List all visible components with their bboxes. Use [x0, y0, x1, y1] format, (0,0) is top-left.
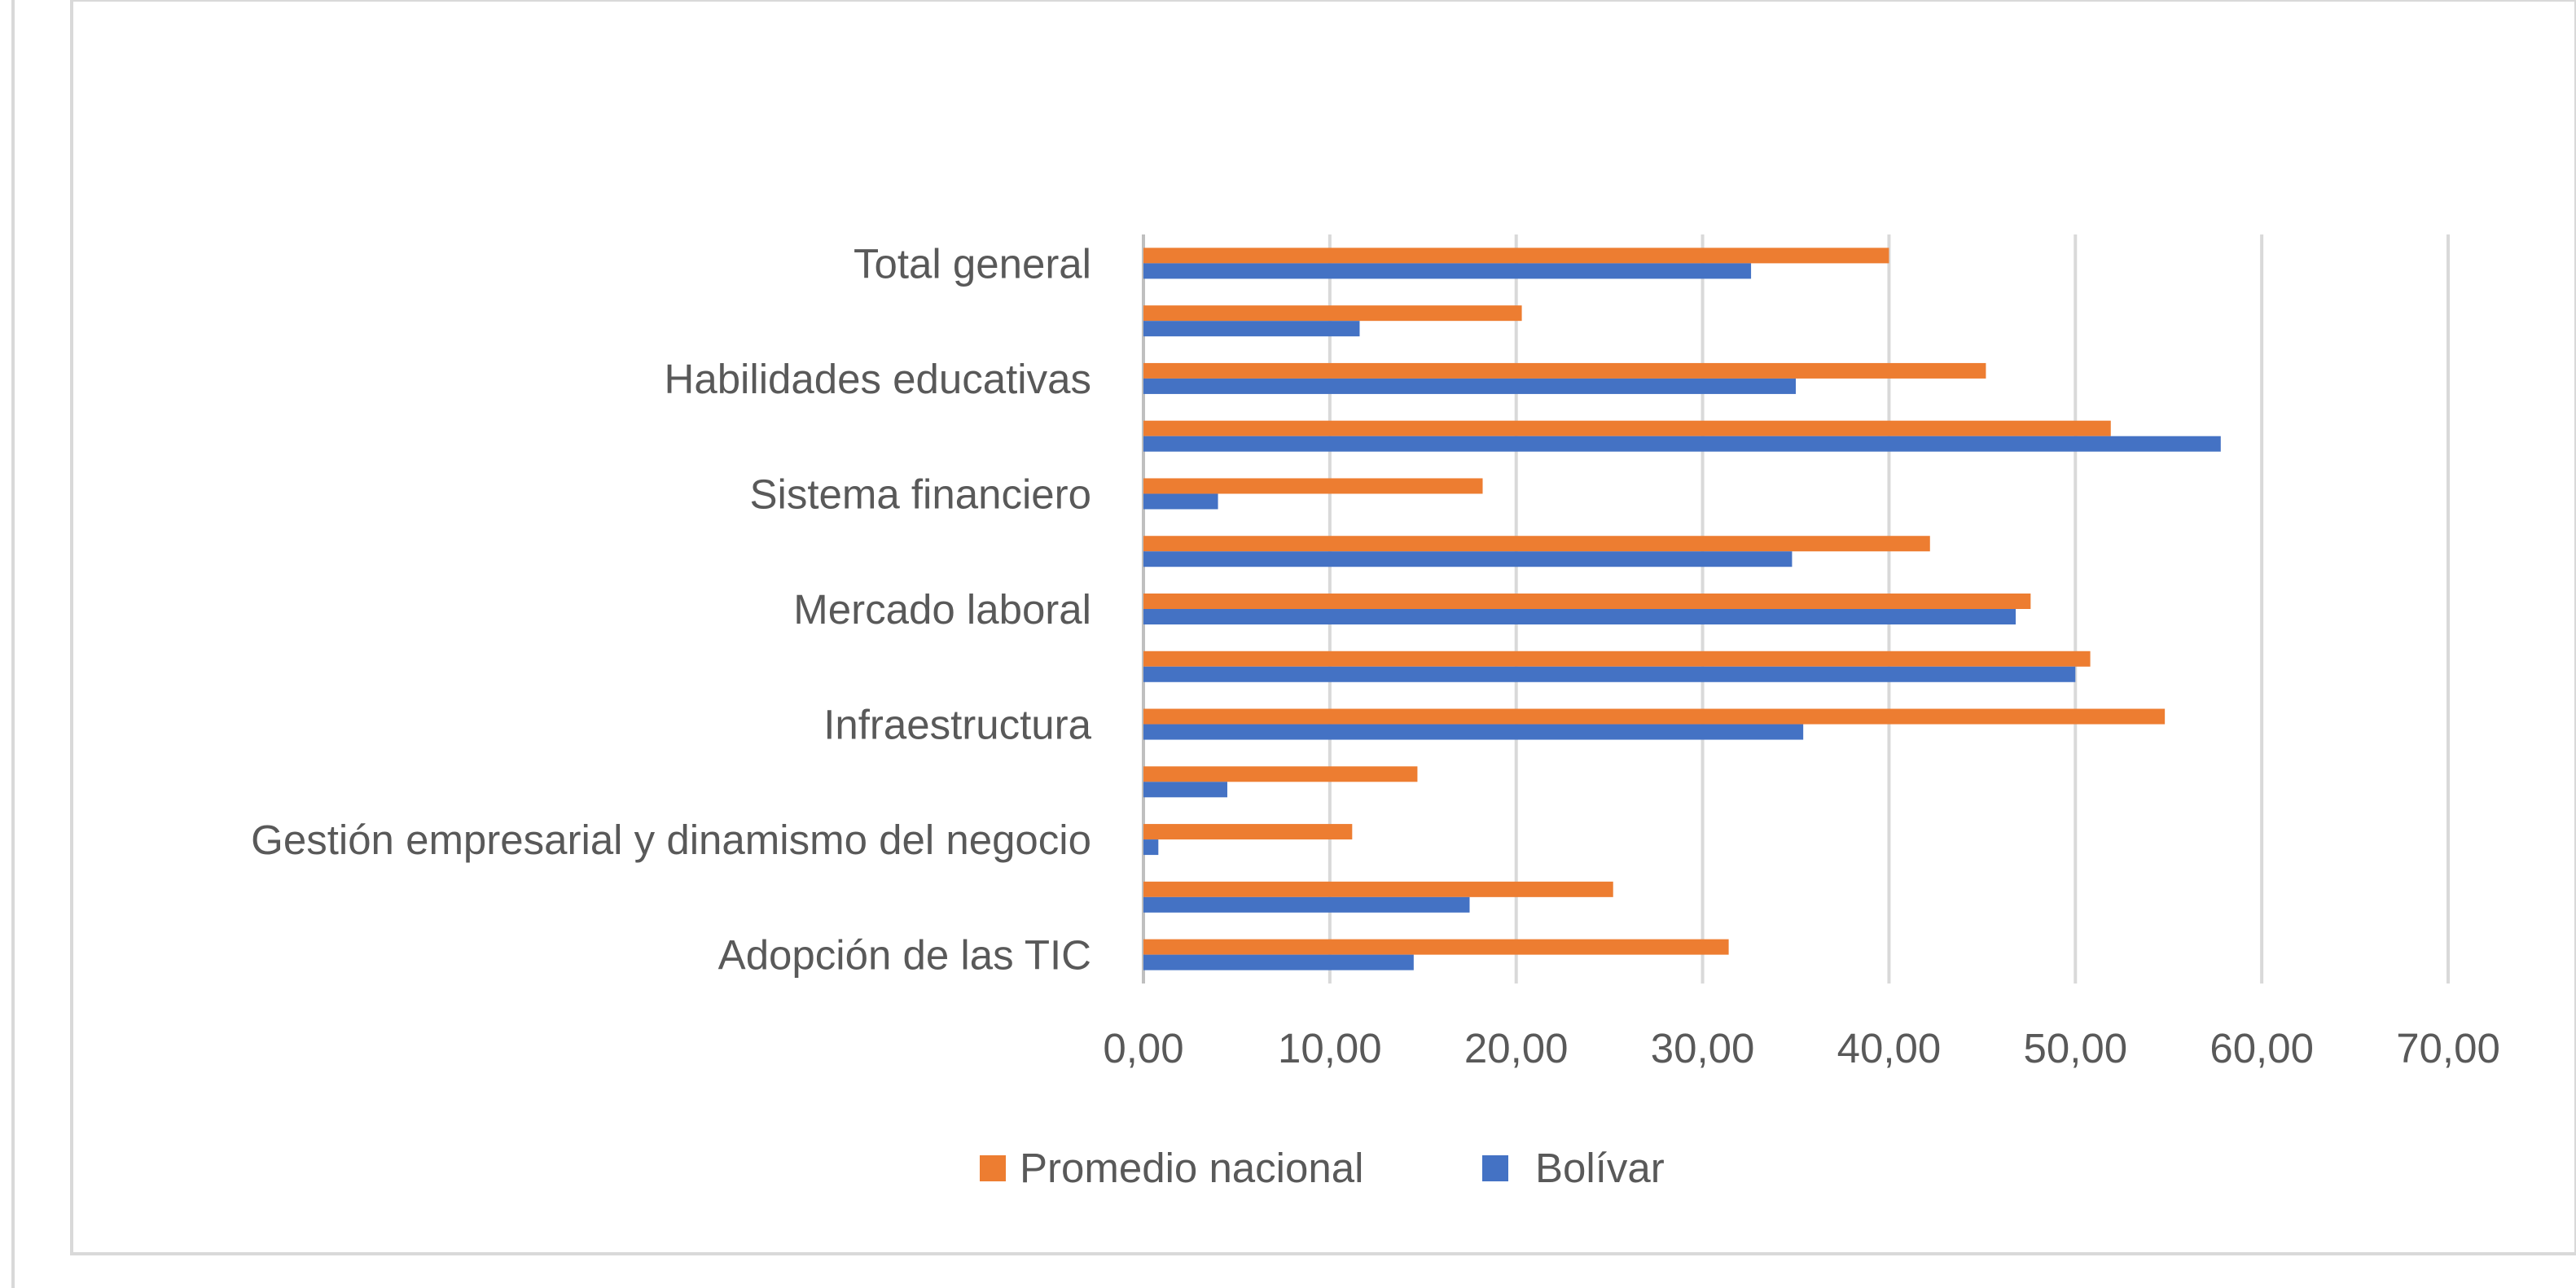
- chart-frame: [70, 0, 2576, 1255]
- bar-bolivar: [1143, 493, 1218, 510]
- legend-swatch-promedio-nacional: [980, 1155, 1006, 1181]
- x-tick-label: 10,00: [1278, 1025, 1382, 1071]
- bar-bolivar: [1143, 263, 1752, 279]
- x-tick-label: 50,00: [2023, 1025, 2127, 1071]
- bar-promedio-nacional: [1143, 881, 1613, 897]
- category-label: Sistema financiero: [749, 471, 1091, 517]
- bar-bolivar: [1143, 782, 1227, 798]
- bar-bolivar: [1143, 896, 1470, 913]
- bar-bolivar: [1143, 724, 1804, 740]
- x-tick-label: 70,00: [2396, 1025, 2500, 1071]
- category-label: Gestión empresarial y dinamismo del nego…: [251, 817, 1091, 863]
- legend-label-bolivar: Bolívar: [1535, 1145, 1665, 1191]
- bar-bolivar: [1143, 954, 1414, 970]
- bar-promedio-nacional: [1143, 478, 1483, 494]
- category-label: Habilidades educativas: [665, 356, 1092, 402]
- bar-promedio-nacional: [1143, 594, 2031, 609]
- x-tick-label: 30,00: [1651, 1025, 1755, 1071]
- bar-bolivar: [1143, 666, 2076, 682]
- x-tick-labels: 0,00 10,00 20,00 30,00 40,00 50,00 60,00 70,00: [1103, 1025, 2499, 1071]
- bar-bolivar: [1143, 378, 1796, 394]
- category-label: Total general: [854, 240, 1091, 287]
- bar-promedio-nacional: [1143, 362, 1986, 379]
- category-label: Adopción de las TIC: [718, 932, 1091, 979]
- bar-promedio-nacional: [1143, 766, 1418, 782]
- bar-bolivar: [1143, 839, 1159, 856]
- x-tick-label: 40,00: [1837, 1025, 1942, 1071]
- chart-left-edge: [11, 0, 15, 1288]
- legend: Promedio nacional Bolívar: [980, 1145, 1665, 1191]
- x-tick-label: 20,00: [1464, 1025, 1569, 1071]
- legend-label-promedio-nacional: Promedio nacional: [1020, 1145, 1363, 1191]
- bars: [1143, 248, 2221, 970]
- x-tick-label: 0,00: [1103, 1025, 1183, 1071]
- category-labels: Adopción de las TIC Gestión empresarial y…: [251, 240, 1091, 978]
- bar-bolivar: [1143, 436, 2221, 452]
- category-label: Mercado laboral: [793, 586, 1091, 633]
- bar-bolivar: [1143, 551, 1793, 567]
- category-label: Infraestructura: [823, 702, 1091, 748]
- bar-promedio-nacional: [1143, 305, 1522, 322]
- bar-promedio-nacional: [1143, 536, 1930, 552]
- bar-promedio-nacional: [1143, 248, 1889, 264]
- bar-promedio-nacional: [1143, 651, 2091, 667]
- legend-swatch-bolivar: [1482, 1155, 1508, 1181]
- bar-promedio-nacional: [1143, 708, 2166, 725]
- bar-promedio-nacional: [1143, 824, 1353, 840]
- bar-promedio-nacional: [1143, 420, 2111, 436]
- x-tick-label: 60,00: [2210, 1025, 2314, 1071]
- bar-bolivar: [1143, 609, 2016, 624]
- bar-promedio-nacional: [1143, 939, 1729, 955]
- bar-bolivar: [1143, 321, 1360, 337]
